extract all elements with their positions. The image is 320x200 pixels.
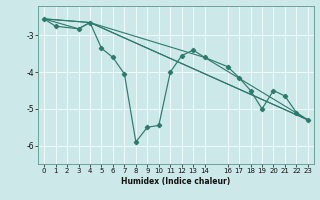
X-axis label: Humidex (Indice chaleur): Humidex (Indice chaleur) [121,177,231,186]
